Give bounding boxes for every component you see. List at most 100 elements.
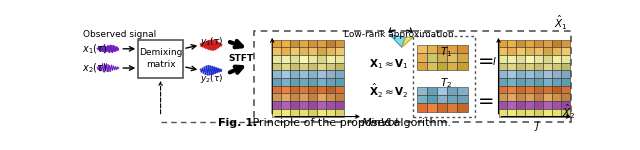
Bar [543, 86, 552, 93]
Bar [447, 95, 458, 104]
Bar [499, 70, 508, 78]
Bar [516, 70, 525, 78]
Bar [417, 45, 428, 53]
Bar [308, 40, 317, 47]
Bar [516, 93, 525, 101]
Bar [525, 70, 534, 78]
Text: Low-rank approximation: Low-rank approximation [344, 30, 453, 39]
Bar [508, 109, 516, 117]
Bar [499, 63, 508, 70]
Text: STFT: STFT [229, 54, 254, 63]
Bar [299, 78, 308, 86]
Bar [428, 53, 437, 62]
Bar [290, 78, 299, 86]
Bar [458, 103, 467, 112]
Bar [281, 70, 290, 78]
Bar [326, 86, 335, 93]
Bar [499, 101, 508, 109]
Bar [417, 62, 428, 70]
Bar [417, 103, 428, 112]
Bar [552, 109, 561, 117]
Bar [335, 93, 344, 101]
Bar [290, 109, 299, 117]
Polygon shape [402, 37, 413, 47]
Bar [534, 63, 543, 70]
Bar [326, 109, 335, 117]
Text: =: = [478, 92, 494, 111]
Text: Observed signal: Observed signal [83, 30, 156, 39]
Bar [534, 78, 543, 86]
Bar [499, 93, 508, 101]
Text: $x_1(\tau)$: $x_1(\tau)$ [81, 42, 107, 56]
Bar [499, 78, 508, 86]
Bar [326, 40, 335, 47]
Bar [534, 70, 543, 78]
Bar [561, 93, 570, 101]
Bar [326, 101, 335, 109]
Bar [458, 45, 467, 53]
Bar [543, 101, 552, 109]
Bar [317, 109, 326, 117]
Bar [525, 93, 534, 101]
Bar [281, 109, 290, 117]
Bar [543, 55, 552, 63]
Bar [534, 109, 543, 117]
Bar [543, 47, 552, 55]
Bar [534, 101, 543, 109]
Bar [543, 40, 552, 47]
Bar [543, 93, 552, 101]
Bar [437, 103, 447, 112]
Text: I: I [492, 57, 495, 67]
Bar [543, 78, 552, 86]
Bar [281, 40, 290, 47]
Text: J: J [536, 121, 539, 131]
Bar [281, 78, 290, 86]
Bar [326, 93, 335, 101]
Text: $\hat{X}_2$: $\hat{X}_2$ [563, 103, 576, 121]
Bar [516, 86, 525, 93]
Bar [508, 101, 516, 109]
Bar [428, 95, 437, 104]
Text: $\hat{\mathbf{X}}_2 \approx \mathbf{V}_2$: $\hat{\mathbf{X}}_2 \approx \mathbf{V}_2… [369, 82, 409, 100]
Bar [299, 55, 308, 63]
Bar [335, 101, 344, 109]
Bar [272, 101, 281, 109]
Bar [317, 101, 326, 109]
Bar [437, 53, 447, 62]
Bar [447, 45, 458, 53]
Bar [281, 47, 290, 55]
Bar [437, 95, 447, 104]
Bar [516, 78, 525, 86]
Bar [335, 63, 344, 70]
Bar [335, 70, 344, 78]
Bar [552, 70, 561, 78]
Bar [525, 86, 534, 93]
Bar [290, 63, 299, 70]
Bar [508, 47, 516, 55]
Bar [525, 101, 534, 109]
Bar [552, 78, 561, 86]
Bar [308, 63, 317, 70]
Bar [552, 63, 561, 70]
Bar [525, 109, 534, 117]
Bar [290, 47, 299, 55]
Bar [516, 40, 525, 47]
Bar [335, 86, 344, 93]
Bar [326, 70, 335, 78]
Bar [417, 95, 428, 104]
Bar [299, 70, 308, 78]
Bar [272, 40, 281, 47]
Bar [534, 40, 543, 47]
Bar [428, 62, 437, 70]
Bar [299, 101, 308, 109]
Bar [335, 78, 344, 86]
Text: $y_1(\tau)$: $y_1(\tau)$ [200, 35, 223, 48]
Bar [326, 55, 335, 63]
Bar [428, 87, 437, 95]
Bar [508, 78, 516, 86]
Bar [534, 86, 543, 93]
Bar [290, 55, 299, 63]
Bar [317, 86, 326, 93]
Bar [447, 62, 458, 70]
Bar [290, 40, 299, 47]
